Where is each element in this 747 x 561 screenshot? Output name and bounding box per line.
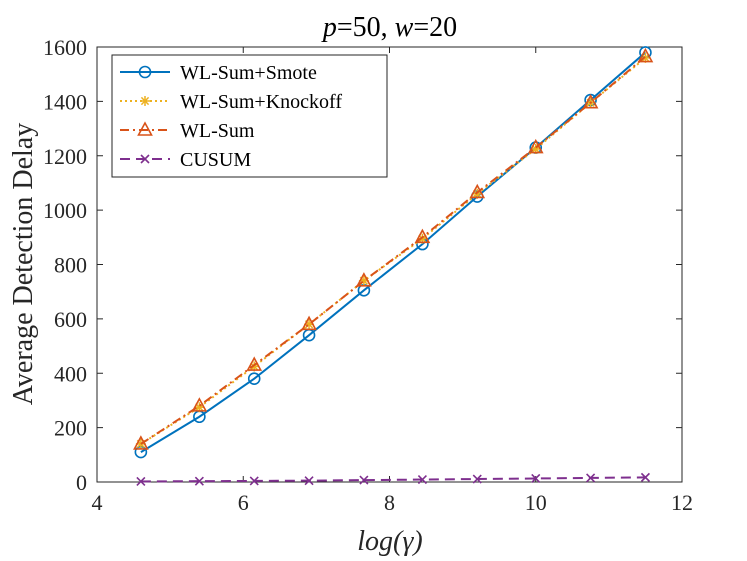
- legend-label: CUSUM: [180, 149, 251, 171]
- y-tick-label: 1000: [43, 198, 87, 223]
- data-point: [304, 476, 314, 486]
- legend-marker: [137, 121, 153, 136]
- legend-item: CUSUM: [120, 149, 251, 171]
- y-tick-label: 600: [54, 307, 87, 332]
- data-point: [249, 476, 259, 486]
- legend-marker: [138, 65, 152, 79]
- x-tick-label: 10: [525, 490, 547, 515]
- legend-item: WL-Sum+Smote: [120, 62, 317, 84]
- x-tick-label: 4: [92, 490, 103, 515]
- y-tick-label: 400: [54, 361, 87, 386]
- series-line: [140, 476, 646, 483]
- y-axis-label: Average Detection Delay: [8, 123, 39, 405]
- data-point: [640, 472, 651, 482]
- x-axis-label: log(γ): [357, 526, 422, 557]
- data-point: [414, 228, 431, 244]
- legend-label: WL-Sum: [180, 120, 255, 142]
- data-point: [527, 138, 544, 154]
- x-tick-label: 6: [238, 490, 249, 515]
- legend-item: WL-Sum+Knockoff: [120, 91, 342, 113]
- legend-marker: [140, 96, 150, 106]
- data-point: [133, 435, 149, 450]
- x-tick-label: 12: [671, 490, 693, 515]
- y-tick-label: 200: [54, 416, 87, 441]
- legend-marker: [140, 154, 150, 164]
- data-point: [472, 474, 482, 484]
- data-point: [531, 473, 541, 484]
- data-point: [194, 476, 204, 486]
- y-tick-label: 0: [76, 470, 87, 495]
- y-tick-label: 1400: [43, 89, 87, 114]
- legend-box: [111, 54, 388, 178]
- data-point: [359, 475, 369, 485]
- data-point: [191, 397, 208, 412]
- data-point: [417, 474, 427, 485]
- data-point: [247, 372, 261, 385]
- data-point: [637, 47, 654, 63]
- chart-title: p=50, w=20: [321, 12, 457, 43]
- legend-label: WL-Sum+Knockoff: [180, 91, 342, 113]
- y-tick-label: 1600: [43, 35, 87, 60]
- data-point: [582, 94, 599, 109]
- y-tick-label: 1200: [43, 144, 87, 169]
- series-line: [140, 55, 647, 445]
- data-point: [136, 476, 146, 487]
- plot-area: 4 6 8 10 12 0 200 400 600 800 1000 1200 1400 1600: [43, 35, 693, 515]
- legend-item: WL-Sum: [120, 120, 255, 142]
- data-point: [356, 272, 372, 287]
- series-cusum: [136, 472, 651, 487]
- series-line: [140, 51, 647, 453]
- data-point: [469, 183, 486, 199]
- legend: WL-Sum+Smote WL-Sum+Knockoff WL-Sum CUSUM: [111, 54, 388, 178]
- x-tick-label: 8: [384, 490, 395, 515]
- data-point: [301, 315, 317, 331]
- legend-label: WL-Sum+Smote: [180, 62, 317, 84]
- series-wl-sum: [133, 47, 654, 450]
- data-point: [586, 473, 596, 483]
- data-point: [246, 356, 263, 371]
- y-tick-label: 800: [54, 253, 87, 278]
